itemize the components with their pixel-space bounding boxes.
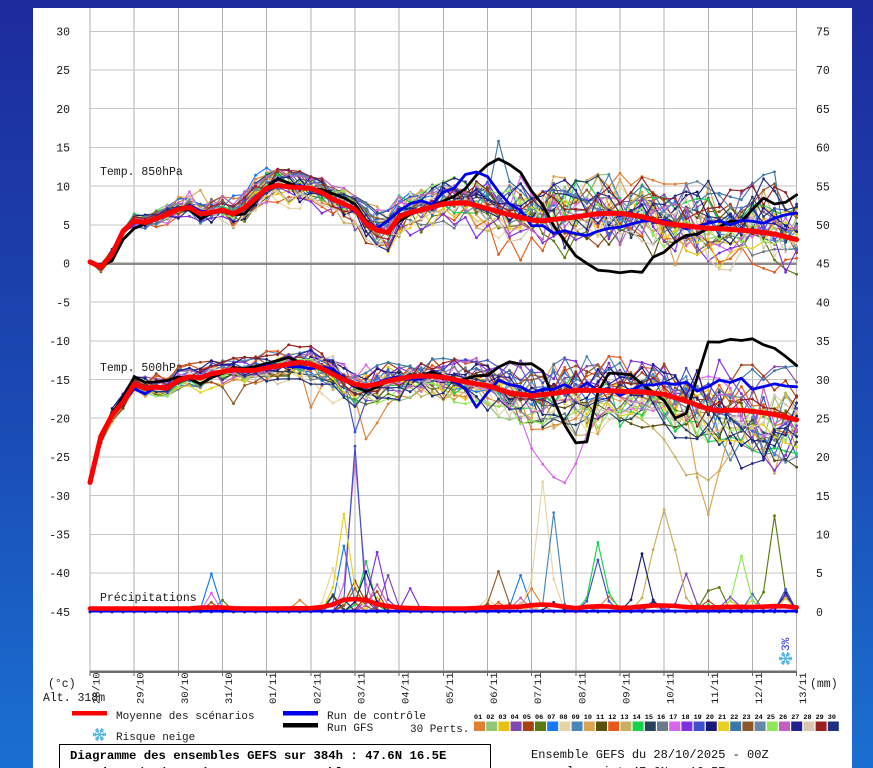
svg-text:-15: -15 [49,375,70,388]
svg-text:Run de contrôle: Run de contrôle [327,711,426,723]
svg-text:06: 06 [535,714,543,722]
svg-text:5: 5 [63,220,70,233]
svg-text:-20: -20 [49,413,70,426]
svg-text:35: 35 [816,336,830,349]
svg-text:05: 05 [523,714,531,722]
svg-text:30 Perts.: 30 Perts. [410,724,469,736]
svg-text:17: 17 [669,714,677,722]
svg-text:12/11: 12/11 [754,672,766,704]
svg-text:15: 15 [645,714,653,722]
svg-text:20: 20 [56,104,70,117]
svg-text:(mm): (mm) [810,678,838,691]
svg-text:Alt. 318m: Alt. 318m [43,692,105,705]
svg-text:10/11: 10/11 [666,672,678,704]
svg-text:04: 04 [511,714,519,722]
svg-text:19: 19 [694,714,702,722]
svg-text:Ensemble GEFS du 28/10/2025 -: Ensemble GEFS du 28/10/2025 - 00Z [531,748,769,762]
svg-text:01/11: 01/11 [268,672,280,704]
svg-text:Temp. 500hPa: Temp. 500hPa [100,362,183,375]
svg-text:Risque neige: Risque neige [116,732,195,744]
svg-text:40: 40 [816,297,830,310]
svg-text:5: 5 [816,568,823,581]
svg-text:16: 16 [657,714,665,722]
svg-text:01: 01 [474,714,482,722]
svg-text:0: 0 [63,259,70,272]
svg-text:27: 27 [791,714,799,722]
svg-text:09/11: 09/11 [622,672,634,704]
svg-text:28: 28 [803,714,811,722]
svg-text:10: 10 [56,181,70,194]
svg-text:26: 26 [779,714,787,722]
svg-text:30: 30 [816,375,830,388]
svg-text:15: 15 [56,143,70,156]
svg-text:-30: -30 [49,491,70,504]
svg-text:18: 18 [681,714,689,722]
svg-text:75: 75 [816,27,830,40]
svg-text:04/11: 04/11 [401,672,413,704]
svg-text:21: 21 [718,714,726,722]
svg-text:10: 10 [584,714,592,722]
svg-text:28/10: 28/10 [92,672,104,704]
svg-text:03: 03 [498,714,506,722]
svg-text:20: 20 [816,452,830,465]
svg-text:Diagramme des ensembles GEFS s: Diagramme des ensembles GEFS sur 384h : … [70,749,446,763]
svg-text:-35: -35 [49,530,70,543]
svg-text:24: 24 [755,714,763,722]
svg-text:22: 22 [730,714,738,722]
svg-text:20: 20 [706,714,714,722]
svg-text:30: 30 [56,27,70,40]
svg-text:Précipitations: Précipitations [100,592,197,605]
svg-text:25: 25 [767,714,775,722]
svg-text:07: 07 [547,714,555,722]
svg-text:15: 15 [816,491,830,504]
svg-text:65: 65 [816,104,830,117]
svg-text:0: 0 [816,607,823,620]
svg-text:10: 10 [816,530,830,543]
svg-text:Run GFS: Run GFS [327,723,374,735]
svg-text:-40: -40 [49,568,70,581]
svg-text:-25: -25 [49,452,70,465]
svg-text:05/11: 05/11 [445,672,457,704]
svg-text:14: 14 [633,714,641,722]
svg-text:3%: 3% [781,637,793,651]
svg-text:-45: -45 [49,607,70,620]
svg-text:23: 23 [742,714,750,722]
svg-text:60: 60 [816,143,830,156]
svg-text:08: 08 [559,714,567,722]
svg-text:13/11: 13/11 [798,672,810,704]
svg-text:Moyenne des scénarios: Moyenne des scénarios [116,711,255,723]
svg-text:30: 30 [828,714,836,722]
svg-text:08/11: 08/11 [577,672,589,704]
svg-text:02/11: 02/11 [312,672,324,704]
svg-text:06/11: 06/11 [489,672,501,704]
svg-text:pour le point 47.6N - 16.5E: pour le point 47.6N - 16.5E [531,765,725,768]
svg-text:12: 12 [608,714,616,722]
svg-text:13: 13 [620,714,628,722]
svg-text:-10: -10 [49,336,70,349]
svg-text:25: 25 [816,413,830,426]
svg-text:29: 29 [816,714,824,722]
svg-text:09: 09 [572,714,580,722]
svg-text:03/11: 03/11 [357,672,369,704]
svg-text:11: 11 [596,714,604,722]
svg-text:30/10: 30/10 [180,672,192,704]
svg-text:50: 50 [816,220,830,233]
svg-text:Run du 28/10/2025 à 00Z - GFS: Run du 28/10/2025 à 00Z - GFS Ensemble [70,766,350,768]
svg-text:11/11: 11/11 [710,672,722,704]
svg-text:-5: -5 [56,297,70,310]
svg-text:55: 55 [816,181,830,194]
svg-text:(°c): (°c) [48,678,76,691]
svg-text:Temp. 850hPa: Temp. 850hPa [100,166,183,179]
svg-text:31/10: 31/10 [224,672,236,704]
svg-text:07/11: 07/11 [533,672,545,704]
svg-text:70: 70 [816,65,830,78]
svg-text:02: 02 [486,714,494,722]
svg-text:45: 45 [816,259,830,272]
svg-text:25: 25 [56,65,70,78]
svg-text:29/10: 29/10 [136,672,148,704]
